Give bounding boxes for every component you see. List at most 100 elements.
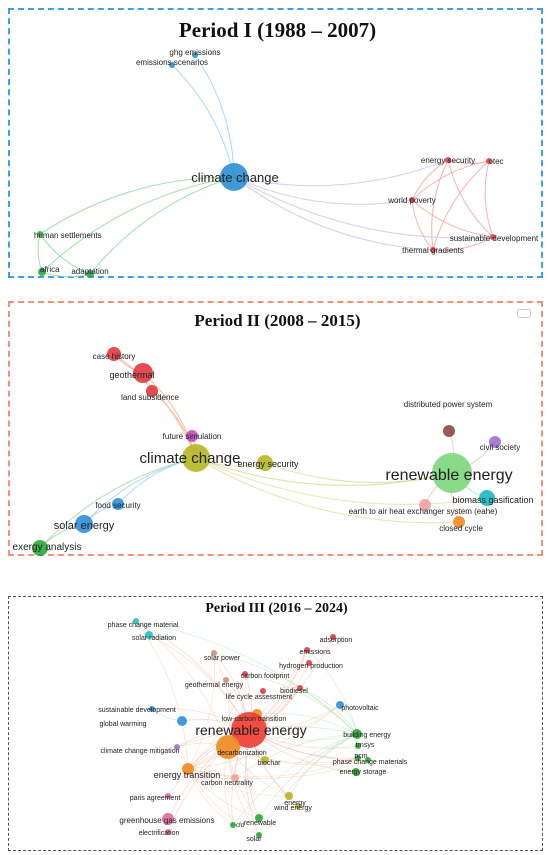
node-es2-label: energy storage (340, 769, 387, 776)
node-se-label: solar energy (54, 520, 115, 532)
node-fs-circle[interactable] (186, 430, 198, 442)
node-eahe-circle[interactable] (419, 499, 431, 511)
node-cc-circle[interactable] (182, 444, 210, 472)
node-fsec-label: food security (95, 501, 140, 510)
period-1-panel: Period I (1988 – 2007) climate change ghg… (8, 8, 543, 278)
network-edge (233, 159, 449, 187)
period-3-panel: Period III (2016 – 2024) phase change ma… (8, 596, 543, 851)
node-sr-circle[interactable] (145, 631, 153, 639)
node-pcms-label: phase change materials (333, 759, 408, 766)
node-ad-circle[interactable] (86, 270, 94, 278)
node-hp-label: hydrogen production (279, 663, 343, 670)
node-re-circle[interactable] (231, 712, 267, 748)
node-bc-circle[interactable] (261, 756, 269, 764)
node-pcm-label: phase change material (108, 622, 179, 629)
node-sdv-circle[interactable] (149, 706, 155, 712)
node-rn-circle[interactable] (255, 814, 263, 822)
period-2-panel: Period II (2008 – 2015) case history geot… (8, 301, 543, 556)
node-ghg-circle[interactable] (192, 52, 198, 58)
node-fsec-circle[interactable] (112, 498, 124, 510)
node-we-label: wind energy (273, 805, 312, 812)
node-cn-circle[interactable] (231, 774, 239, 782)
node-ge-circle[interactable] (133, 363, 153, 383)
node-cfd-label: cfd (236, 823, 244, 829)
node-tg-label: thermal gradients (402, 246, 464, 255)
node-pv-circle[interactable] (336, 701, 344, 709)
node-pcm2-circle[interactable] (355, 755, 361, 761)
node-cf-circle[interactable] (242, 671, 248, 677)
node-et-circle[interactable] (182, 763, 194, 775)
node-sd-circle[interactable] (490, 234, 496, 240)
node-sol-circle[interactable] (256, 832, 262, 838)
node-geo-circle[interactable] (223, 677, 229, 683)
node-ch-label: case history (93, 352, 136, 361)
network-edge (411, 199, 494, 238)
node-ot-circle[interactable] (486, 158, 492, 164)
network-edge (187, 768, 260, 836)
node-cc-circle[interactable] (220, 163, 248, 191)
network-edge (264, 462, 453, 484)
node-ads-circle[interactable] (330, 634, 336, 640)
node-bg-circle[interactable] (479, 490, 495, 506)
node-be-circle[interactable] (352, 729, 362, 739)
node-lca-circle[interactable] (260, 688, 266, 694)
network-edge (171, 64, 235, 178)
network-edge (258, 733, 358, 819)
node-cfd-circle[interactable] (230, 822, 236, 828)
node-fs-label: future simulation (163, 432, 222, 441)
node-es-circle[interactable] (169, 62, 175, 68)
node-ch-circle[interactable] (107, 347, 121, 361)
node-cs-circle[interactable] (489, 436, 501, 448)
node-bd-circle[interactable] (297, 685, 303, 691)
node-pa-label: paris agreement (130, 795, 181, 802)
node-tg-circle[interactable] (430, 247, 436, 253)
node-sec-circle[interactable] (257, 455, 273, 471)
node-en-circle[interactable] (445, 157, 451, 163)
network-edge (89, 176, 235, 275)
node-bc-label: biochar (258, 760, 282, 767)
edge-layer (37, 54, 494, 278)
node-em-circle[interactable] (304, 647, 310, 653)
node-pcm-circle[interactable] (133, 618, 139, 624)
network-edge (288, 733, 358, 797)
node-geo-label: geothermal energy (185, 682, 244, 689)
node-cyc-circle[interactable] (453, 516, 465, 528)
node-se-circle[interactable] (75, 515, 93, 533)
node-ccm-circle[interactable] (174, 744, 180, 750)
node-ge-label: geothermal (109, 370, 154, 380)
node-ls-circle[interactable] (146, 385, 158, 397)
node-tr-circle[interactable] (355, 743, 361, 749)
node-wp-circle[interactable] (409, 197, 415, 203)
node-hp-circle[interactable] (306, 660, 312, 666)
node-sdv-label: sustainable development (98, 707, 175, 714)
network-edge (244, 673, 358, 735)
node-wp-label: world poverty (387, 196, 436, 205)
node-re-circle[interactable] (432, 453, 472, 493)
node-pcms-circle[interactable] (365, 757, 371, 763)
node-af-circle[interactable] (38, 268, 46, 276)
network-edge (194, 54, 235, 178)
node-gge-circle[interactable] (162, 813, 174, 825)
node-es2-circle[interactable] (352, 768, 360, 776)
node-gw-circle[interactable] (177, 716, 187, 726)
node-pa-circle[interactable] (165, 793, 171, 799)
network-edge (234, 733, 358, 779)
network-edge (227, 746, 359, 764)
node-ea-circle[interactable] (32, 540, 48, 556)
node-dc-circle[interactable] (216, 735, 240, 759)
node-dps-circle[interactable] (443, 425, 455, 437)
node-tr-label: trnsys (356, 742, 375, 749)
node-sr-label: solar radiation (132, 635, 176, 642)
node-ea-label: exergy analysis (13, 542, 82, 553)
node-ads-label: adsorption (320, 637, 353, 644)
node-hs-circle[interactable] (37, 231, 43, 237)
node-el-circle[interactable] (165, 829, 171, 835)
network-edge (431, 159, 449, 251)
node-el-label: electrification (139, 830, 180, 837)
period-1-title: Period I (1988 – 2007) (178, 18, 377, 42)
period-3-network: phase change material solar radiation sola… (98, 618, 408, 843)
node-we-circle[interactable] (295, 803, 301, 809)
node-sp-circle[interactable] (211, 650, 217, 656)
node-ad-label: adaptation (71, 267, 108, 276)
node-en2-circle[interactable] (285, 792, 293, 800)
